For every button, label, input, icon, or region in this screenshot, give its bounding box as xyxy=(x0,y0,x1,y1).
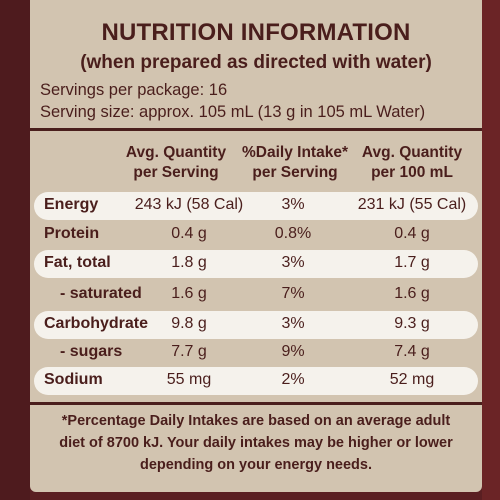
package-edge-left xyxy=(0,0,30,500)
value-per-100ml: 1.6 g xyxy=(394,285,430,302)
value-daily-intake: 0.8% xyxy=(274,225,312,242)
value-per-serving: 243 kJ (58 Cal) xyxy=(134,196,244,213)
row-sodium: Sodium 55 mg 2% 52 mg xyxy=(34,367,478,395)
value-per-100ml: 231 kJ (55 Cal) xyxy=(357,196,467,213)
footnote-line-2: diet of 8700 kJ. Your daily intakes may … xyxy=(59,435,453,451)
header-avg-per-100ml-line1: Avg. Quantity xyxy=(361,144,463,161)
value-per-100ml: 52 mg xyxy=(389,371,435,388)
value-daily-intake: 2% xyxy=(281,371,305,388)
nutrient-label: - sugars xyxy=(60,343,123,360)
footnote: *Percentage Daily Intakes are based on a… xyxy=(30,410,482,476)
value-per-serving: 55 mg xyxy=(166,371,212,388)
value-daily-intake: 3% xyxy=(281,196,305,213)
footnote-line-1: *Percentage Daily Intakes are based on a… xyxy=(61,413,451,429)
value-per-100ml: 0.4 g xyxy=(394,225,430,242)
value-per-serving: 1.6 g xyxy=(171,285,207,302)
nutrient-label: Carbohydrate xyxy=(44,315,149,332)
value-per-serving: 9.8 g xyxy=(171,315,207,332)
row-saturated: - saturated 1.6 g 7% 1.6 g xyxy=(34,281,478,309)
nutrient-label: Fat, total xyxy=(44,254,111,271)
row-carbohydrate: Carbohydrate 9.8 g 3% 9.3 g xyxy=(34,311,478,339)
value-daily-intake: 7% xyxy=(281,285,305,302)
header-daily-intake-line1: %Daily Intake* xyxy=(242,144,348,161)
value-per-serving: 7.7 g xyxy=(171,343,207,360)
header-daily-intake-line2: per Serving xyxy=(252,164,338,181)
servings-per-package: Servings per package: 16 xyxy=(40,81,228,99)
row-fat-total: Fat, total 1.8 g 3% 1.7 g xyxy=(34,250,478,278)
header-daily-intake: %Daily Intake* per Serving xyxy=(232,143,358,183)
footnote-line-3: depending on your energy needs. xyxy=(139,457,373,473)
divider-bottom xyxy=(30,402,482,405)
nutrient-label: - saturated xyxy=(60,285,142,302)
nutrient-label: Energy xyxy=(44,196,99,213)
header-avg-per-100ml: Avg. Quantity per 100 mL xyxy=(354,143,470,183)
value-daily-intake: 3% xyxy=(281,254,305,271)
nutrient-label: Protein xyxy=(44,225,100,242)
header-avg-per-100ml-line2: per 100 mL xyxy=(371,164,453,181)
header-avg-per-serving-line1: Avg. Quantity xyxy=(125,144,227,161)
nutrition-panel xyxy=(30,0,482,492)
nutrient-label: Sodium xyxy=(44,371,103,388)
value-per-100ml: 9.3 g xyxy=(394,315,430,332)
value-per-100ml: 1.7 g xyxy=(394,254,430,271)
row-sugars: - sugars 7.7 g 9% 7.4 g xyxy=(34,339,478,367)
header-avg-per-serving: Avg. Quantity per Serving xyxy=(116,143,236,183)
serving-size: Serving size: approx. 105 mL (13 g in 10… xyxy=(40,103,426,121)
value-daily-intake: 3% xyxy=(281,315,305,332)
header-avg-per-serving-line2: per Serving xyxy=(133,164,219,181)
value-per-100ml: 7.4 g xyxy=(394,343,430,360)
package-edge-right xyxy=(482,0,500,500)
value-per-serving: 1.8 g xyxy=(171,254,207,271)
panel-subtitle: (when prepared as directed with water) xyxy=(80,52,432,73)
row-energy: Energy 243 kJ (58 Cal) 3% 231 kJ (55 Cal… xyxy=(34,192,478,220)
value-daily-intake: 9% xyxy=(281,343,305,360)
row-protein: Protein 0.4 g 0.8% 0.4 g xyxy=(34,221,478,249)
panel-title: NUTRITION INFORMATION xyxy=(101,19,411,46)
value-per-serving: 0.4 g xyxy=(171,225,207,242)
divider-top xyxy=(30,128,482,131)
